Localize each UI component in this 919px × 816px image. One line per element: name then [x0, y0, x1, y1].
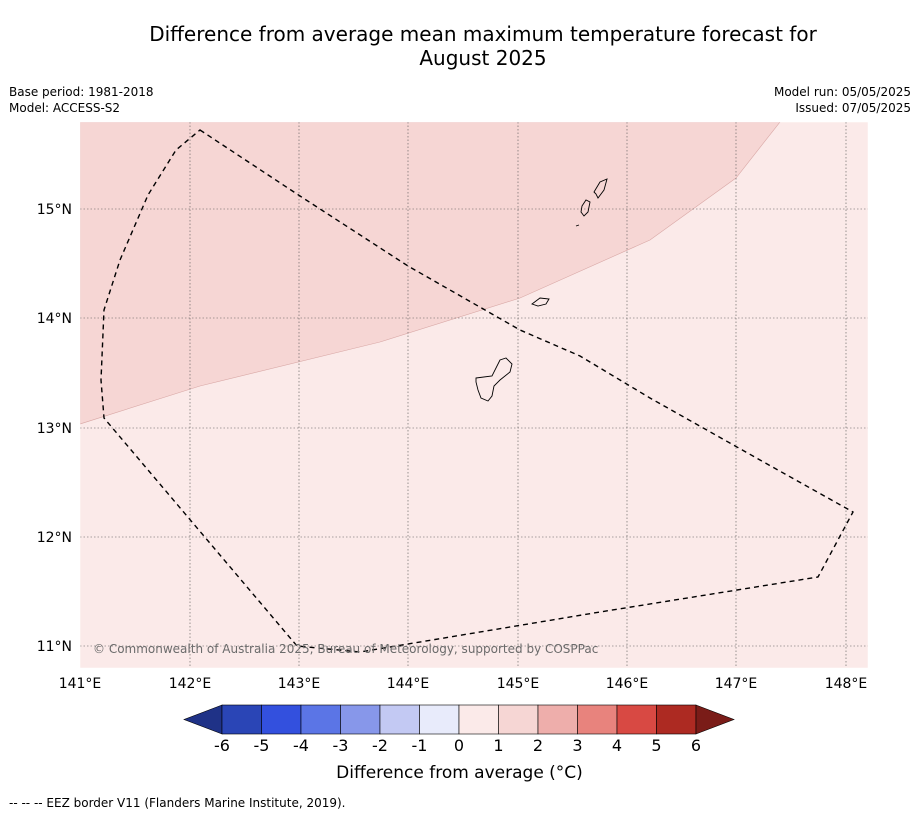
colorbar-tick-label: 1: [493, 736, 503, 755]
colorbar-tick-label: -6: [214, 736, 230, 755]
tinian-island: [580, 199, 591, 217]
lat-tick-13N: 13°N: [37, 421, 72, 437]
lat-axis: 15°N 14°N 13°N 12°N 11°N: [37, 202, 72, 655]
island-outlines: [475, 178, 608, 402]
lon-tick-144E: 144°E: [387, 676, 430, 692]
model-run: Model run: 05/05/2025: [773, 85, 911, 99]
colorbar-tick-label: 3: [572, 736, 582, 755]
colorbar-segment: [537, 704, 578, 735]
colorbar-tick-label: -2: [372, 736, 388, 755]
colorbar-tick-label: 2: [533, 736, 543, 755]
base-period: Base period: 1981-2018: [9, 85, 154, 99]
colorbar-extend-low: [183, 704, 223, 735]
colorbar-tick-label: 6: [691, 736, 701, 755]
colorbar-segment: [498, 704, 539, 735]
colorbar-segment: [419, 704, 460, 735]
colorbar-label: Difference from average (°C): [336, 763, 583, 783]
graticule: [80, 122, 868, 668]
colorbar-segment: [340, 704, 381, 735]
lon-tick-146E: 146°E: [606, 676, 649, 692]
colorbar-tick-label: 0: [454, 736, 464, 755]
colorbar-segment: [616, 704, 657, 735]
colorbar-tick-label: -4: [293, 736, 309, 755]
lon-tick-141E: 141°E: [59, 676, 102, 692]
colorbar-segment: [300, 704, 341, 735]
model-name: Model: ACCESS-S2: [9, 101, 121, 115]
map-title: Difference from average mean maximum tem…: [0, 22, 919, 70]
colorbar-tick-label: -1: [412, 736, 428, 755]
lon-axis: 141°E 142°E 143°E 144°E 145°E 146°E 147°…: [59, 676, 868, 692]
lon-tick-147E: 147°E: [715, 676, 758, 692]
colorbar-segment: [261, 704, 302, 735]
copyright-notice: © Commonwealth of Australia 2025, Bureau…: [93, 642, 598, 656]
title-line-2: August 2025: [419, 46, 547, 70]
lon-tick-145E: 145°E: [497, 676, 540, 692]
lat-tick-14N: 14°N: [37, 311, 72, 327]
lon-tick-143E: 143°E: [278, 676, 321, 692]
lon-tick-148E: 148°E: [825, 676, 868, 692]
title-line-1: Difference from average mean maximum tem…: [149, 22, 817, 46]
saipan-island: [593, 178, 608, 199]
eez-legend-note: -- -- -- EEZ border V11 (Flanders Marine…: [9, 796, 346, 810]
colorbar-segment: [221, 704, 262, 735]
guam-island: [475, 357, 513, 402]
lat-tick-15N: 15°N: [37, 202, 72, 218]
colorbar-extend-high: [695, 704, 735, 735]
lon-tick-142E: 142°E: [169, 676, 212, 692]
region-1-to-2: [80, 122, 781, 425]
meta-left: Base period: 1981-2018 Model: ACCESS-S2: [9, 84, 154, 116]
meta-right: Model run: 05/05/2025 Issued: 07/05/2025: [774, 84, 911, 116]
colorbar-segment: [458, 704, 499, 735]
colorbar-segment: [577, 704, 618, 735]
colorbar-tick-label: 4: [612, 736, 622, 755]
colorbar-segment: [656, 704, 697, 735]
aguijan-island: [575, 224, 580, 227]
issued-date: Issued: 07/05/2025: [795, 101, 911, 115]
colorbar-segment: [379, 704, 420, 735]
colorbar-tick-label: -3: [333, 736, 349, 755]
colorbar-tick-label: 5: [651, 736, 661, 755]
colorbar-tick-label: -5: [254, 736, 270, 755]
rota-island: [531, 297, 550, 307]
lat-tick-12N: 12°N: [37, 530, 72, 546]
lat-tick-11N: 11°N: [37, 639, 72, 655]
